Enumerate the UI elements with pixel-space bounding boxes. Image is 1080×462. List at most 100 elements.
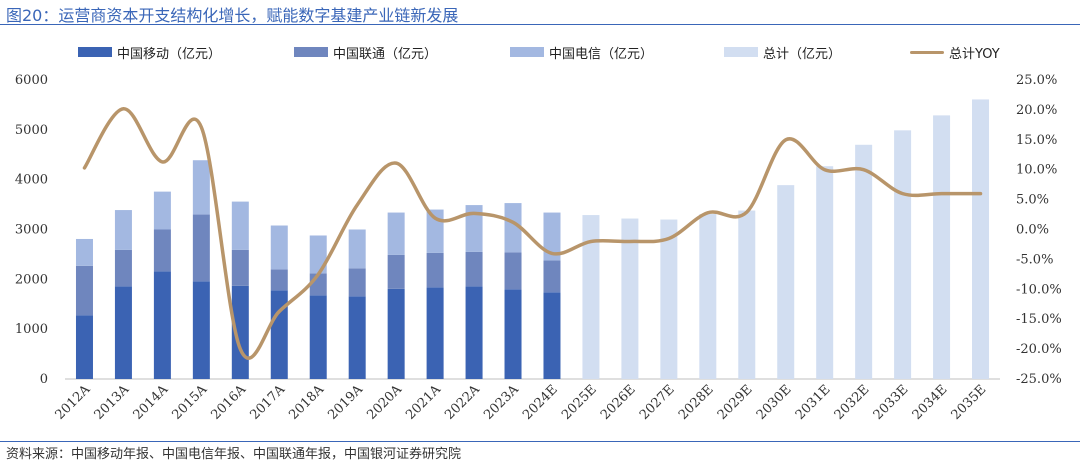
bar-total xyxy=(660,219,678,379)
x-tick-label: 2022A xyxy=(442,382,483,423)
title-rule xyxy=(0,24,1080,25)
bar-china-mobile xyxy=(465,286,483,379)
x-tick-label: 2035E xyxy=(949,382,990,423)
bar-china-unicom xyxy=(465,251,483,287)
bar-china-telecom xyxy=(543,212,561,261)
x-tick-label: 2031E xyxy=(793,382,834,423)
source-note: 资料来源：中国移动年报、中国电信年报、中国联通年报，中国银河证券研究院 xyxy=(6,447,462,462)
legend-china-unicom: 中国联通（亿元） xyxy=(294,43,438,62)
y-right-tick-label: -20.0% xyxy=(1016,342,1062,357)
x-tick-label: 2033E xyxy=(871,382,912,423)
bar-total xyxy=(777,185,795,379)
bar-china-unicom xyxy=(543,260,561,293)
x-tick-label: 2028E xyxy=(676,382,717,423)
bar-china-unicom xyxy=(426,252,444,288)
bar-total xyxy=(582,215,600,379)
y-right-tick-label: 15.0% xyxy=(1016,133,1057,148)
legend-total: 总计（亿元） xyxy=(724,43,841,62)
bar-china-telecom xyxy=(114,210,132,250)
bar-total xyxy=(699,214,717,379)
y-left-tick-label: 2000 xyxy=(15,272,48,287)
legend-label-china-unicom: 中国联通（亿元） xyxy=(333,46,438,62)
legend-label-china-telecom: 中国电信（亿元） xyxy=(549,46,654,62)
y-left-tick-label: 0 xyxy=(40,372,48,387)
bar-china-telecom xyxy=(75,238,93,266)
legend-label-total-yoy: 总计YOY xyxy=(949,46,1000,62)
legend-label-china-mobile: 中国移动（亿元） xyxy=(117,46,222,62)
x-tick-label: 2025E xyxy=(559,382,600,423)
yoy-line xyxy=(82,106,983,360)
capex-chart: 0 1000 2000 3000 4000 5000 6000 -25.0% -20.0% -15… xyxy=(15,73,1062,423)
y-right-tick-label: 10.0% xyxy=(1016,163,1057,178)
bar-total xyxy=(816,166,834,379)
bar-total xyxy=(972,99,990,379)
legend-swatch-china-telecom xyxy=(510,47,544,57)
x-tick-label: 2019A xyxy=(325,382,366,423)
bar-china-mobile xyxy=(309,295,327,379)
bar-china-mobile xyxy=(153,271,171,379)
x-tick-label: 2020A xyxy=(364,382,405,423)
x-tick-label: 2016A xyxy=(208,382,249,423)
bar-china-mobile xyxy=(75,315,93,379)
x-tick-label: 2024E xyxy=(520,382,561,423)
figure-title: 图20：运营商资本开支结构化增长，赋能数字基建产业链新发展 xyxy=(6,6,459,25)
bar-china-telecom xyxy=(387,212,405,255)
source-rule xyxy=(0,441,1080,442)
bar-china-mobile xyxy=(348,296,366,379)
y-right-tick-label: -15.0% xyxy=(1016,312,1062,327)
x-tick-label: 2014A xyxy=(131,382,172,423)
x-tick-label: 2015A xyxy=(170,382,211,423)
bar-china-mobile xyxy=(192,281,210,379)
x-tick-label: 2013A xyxy=(92,382,133,423)
bar-china-mobile xyxy=(387,288,405,379)
legend-swatch-total xyxy=(724,47,758,57)
bar-china-telecom xyxy=(270,225,288,270)
bar-china-unicom xyxy=(270,269,288,291)
x-tick-label: 2012A xyxy=(53,382,94,423)
bar-total xyxy=(855,144,873,379)
y-left-tick-label: 3000 xyxy=(15,223,48,238)
x-tick-label: 2021A xyxy=(403,382,444,423)
bar-total xyxy=(894,130,912,379)
bar-china-unicom xyxy=(114,249,132,287)
bar-china-telecom xyxy=(309,235,327,274)
legend-china-mobile: 中国移动（亿元） xyxy=(78,43,222,62)
bar-china-telecom xyxy=(231,201,249,250)
bar-china-telecom xyxy=(504,203,522,253)
y-right-tick-label: -25.0% xyxy=(1016,372,1062,387)
bar-china-mobile xyxy=(426,287,444,379)
bar-china-telecom xyxy=(465,205,483,252)
x-tick-label: 2032E xyxy=(832,382,873,423)
y-right-tick-label: 25.0% xyxy=(1016,73,1057,88)
bar-china-mobile xyxy=(114,286,132,379)
x-tick-label: 2018A xyxy=(286,382,327,423)
x-tick-label: 2023A xyxy=(481,382,522,423)
bar-china-mobile xyxy=(270,290,288,379)
legend-line-total-yoy xyxy=(910,50,944,54)
y-left-tick-label: 1000 xyxy=(15,322,48,337)
bar-china-mobile xyxy=(543,292,561,379)
bar-china-unicom xyxy=(387,254,405,289)
legend-swatch-china-mobile xyxy=(78,47,112,57)
x-tick-label: 2030E xyxy=(754,382,795,423)
x-tick-label: 2034E xyxy=(910,382,951,423)
y-right-tick-label: -10.0% xyxy=(1016,282,1062,297)
bar-china-unicom xyxy=(348,268,366,297)
bar-china-unicom xyxy=(153,229,171,272)
bar-china-telecom xyxy=(348,229,366,269)
y-right-tick-label: 20.0% xyxy=(1016,103,1057,118)
x-tick-label: 2029E xyxy=(715,382,756,423)
x-tick-label: 2027E xyxy=(637,382,678,423)
x-tick-label: 2026E xyxy=(598,382,639,423)
bar-china-unicom xyxy=(192,214,210,282)
y-right-tick-label: -5.0% xyxy=(1016,252,1053,267)
legend-total-yoy: 总计YOY xyxy=(910,43,1000,62)
legend-china-telecom: 中国电信（亿元） xyxy=(510,43,654,62)
bar-total xyxy=(621,218,639,379)
bar-china-telecom xyxy=(153,191,171,230)
x-tick-label: 2017A xyxy=(247,382,288,423)
bar-china-unicom xyxy=(504,252,522,290)
y-right-tick-label: 0.0% xyxy=(1016,223,1049,238)
bar-china-unicom xyxy=(231,249,249,286)
y-right-tick-label: 5.0% xyxy=(1016,193,1049,208)
